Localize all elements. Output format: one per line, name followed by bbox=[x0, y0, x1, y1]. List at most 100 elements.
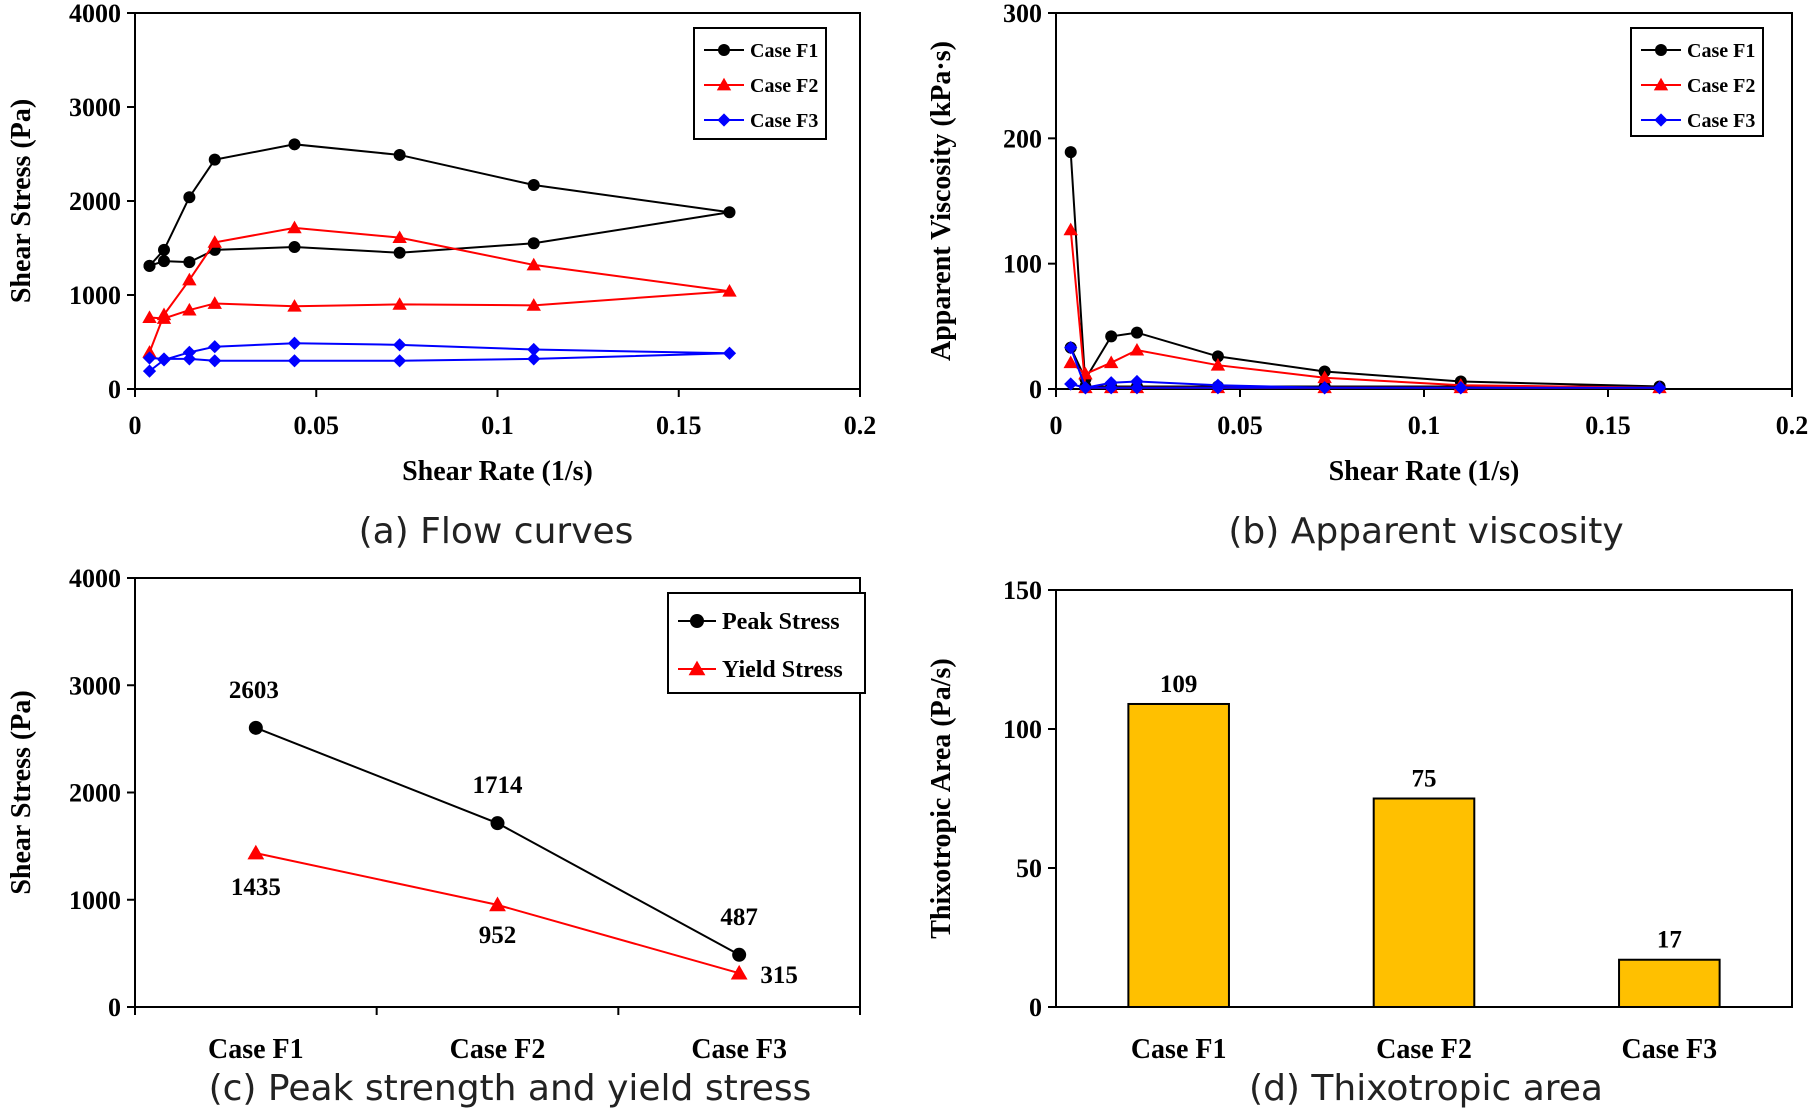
data-point bbox=[182, 302, 197, 316]
legend-marker bbox=[717, 113, 731, 127]
y-tick-label: 0 bbox=[1029, 993, 1042, 1022]
y-tick-label: 100 bbox=[1003, 250, 1042, 279]
y-tick-label: 300 bbox=[1003, 0, 1042, 28]
data-point bbox=[248, 720, 263, 735]
data-point bbox=[526, 257, 541, 271]
y-axis-label: Thixotropic Area (Pa/s) bbox=[926, 658, 957, 939]
data-point bbox=[288, 241, 301, 254]
y-tick-label: 0 bbox=[108, 375, 121, 404]
data-point bbox=[1064, 377, 1078, 391]
data-point bbox=[287, 299, 302, 312]
series-line bbox=[255, 852, 740, 975]
data-point bbox=[393, 148, 406, 161]
data-point bbox=[722, 284, 737, 297]
data-point bbox=[1211, 381, 1225, 395]
y-tick-label: 4000 bbox=[69, 564, 121, 593]
data-point bbox=[1104, 355, 1119, 369]
x-tick-label: 0 bbox=[129, 411, 142, 440]
data-point bbox=[142, 310, 157, 323]
data-point bbox=[142, 364, 157, 378]
legend-marker bbox=[1654, 113, 1668, 127]
data-point bbox=[722, 346, 737, 360]
series-line bbox=[148, 143, 730, 267]
panel-caption: (a) Flow curves bbox=[359, 511, 634, 552]
data-point bbox=[732, 947, 747, 962]
data-point bbox=[183, 256, 196, 269]
data-point bbox=[1064, 341, 1078, 355]
legend-marker bbox=[690, 614, 704, 628]
series-line bbox=[255, 726, 740, 956]
data-point bbox=[182, 352, 196, 366]
data-point bbox=[1318, 381, 1332, 395]
data-point bbox=[288, 138, 301, 151]
x-tick-label: 0.2 bbox=[844, 411, 877, 440]
x-axis-label: Shear Rate (1/s) bbox=[402, 456, 593, 487]
y-tick-label: 3000 bbox=[69, 671, 121, 700]
series-line bbox=[1069, 229, 1660, 389]
data-point bbox=[207, 296, 222, 309]
y-tick-label: 150 bbox=[1003, 576, 1042, 605]
data-point bbox=[157, 352, 171, 366]
data-point bbox=[1652, 381, 1667, 395]
x-tick-label: 0.1 bbox=[1408, 411, 1441, 440]
legend-label: Case F3 bbox=[1687, 110, 1755, 132]
data-point bbox=[208, 153, 221, 166]
data-point bbox=[1105, 330, 1118, 343]
data-point bbox=[156, 311, 172, 324]
data-point bbox=[183, 191, 196, 204]
x-category-label: Case F3 bbox=[1622, 1034, 1718, 1065]
bar bbox=[1127, 702, 1230, 1008]
data-label: 1714 bbox=[473, 772, 524, 799]
data-point bbox=[208, 354, 222, 368]
legend-marker bbox=[688, 660, 706, 676]
x-tick-label: 0.2 bbox=[1776, 411, 1809, 440]
data-point bbox=[207, 235, 222, 248]
x-tick-label: 0.1 bbox=[481, 411, 514, 440]
x-tick-label: 0.05 bbox=[294, 411, 340, 440]
data-point bbox=[392, 230, 407, 244]
x-category-label: Case F3 bbox=[691, 1034, 787, 1065]
data-label: 952 bbox=[479, 922, 517, 949]
y-tick-label: 2000 bbox=[69, 779, 121, 808]
data-point bbox=[527, 237, 540, 250]
y-axis-label: Apparent Viscosity (kPa·s) bbox=[926, 41, 957, 361]
series-line bbox=[1069, 152, 1660, 388]
legend-marker bbox=[1653, 77, 1669, 91]
panel-c-peak-yield-stress: Case F1 Case F2 Case F3 0 1000 2000 3000 4000 Sh… bbox=[6, 564, 866, 1109]
data-point bbox=[142, 351, 157, 365]
data-label: 109 bbox=[1160, 671, 1198, 698]
data-point bbox=[182, 272, 197, 286]
data-point bbox=[1063, 355, 1078, 369]
y-tick-label: 4000 bbox=[69, 0, 121, 28]
y-axis-label: Shear Stress (Pa) bbox=[6, 99, 37, 303]
y-axis-label: Shear Stress (Pa) bbox=[6, 690, 37, 894]
y-tick-label: 100 bbox=[1003, 715, 1042, 744]
series-line bbox=[148, 226, 730, 353]
data-point bbox=[1317, 370, 1332, 384]
panel-a-flow-curves: 0 0.05 0.1 0.15 0.2 0 1000 2000 3000 4000 Shear St… bbox=[6, 0, 876, 552]
data-point bbox=[287, 354, 302, 368]
data-point bbox=[526, 298, 541, 311]
data-point bbox=[1078, 381, 1093, 395]
y-tick-label: 200 bbox=[1003, 124, 1042, 153]
data-point bbox=[287, 220, 302, 234]
legend-label: Case F1 bbox=[1687, 40, 1755, 62]
data-point bbox=[143, 259, 156, 272]
legend-label: Case F2 bbox=[1687, 75, 1755, 97]
bar bbox=[1372, 797, 1476, 1008]
data-point bbox=[1063, 222, 1078, 236]
data-point bbox=[730, 964, 748, 980]
data-label: 2603 bbox=[229, 677, 279, 704]
data-point bbox=[208, 340, 222, 354]
x-category-label: Case F1 bbox=[1131, 1034, 1227, 1065]
data-point bbox=[158, 255, 170, 268]
x-tick-label: 0 bbox=[1050, 411, 1063, 440]
x-tick-label: 0.05 bbox=[1217, 411, 1263, 440]
bar bbox=[1618, 958, 1721, 1008]
panel-d-thixotropic-area: 0 50 100 150 Thixotropic Area (Pa/s) 109 Case … bbox=[926, 576, 1793, 1109]
y-tick-label: 3000 bbox=[69, 93, 121, 122]
data-point bbox=[158, 243, 170, 256]
data-point bbox=[1129, 342, 1145, 356]
data-point bbox=[393, 354, 407, 368]
y-tick-label: 1000 bbox=[69, 886, 121, 915]
